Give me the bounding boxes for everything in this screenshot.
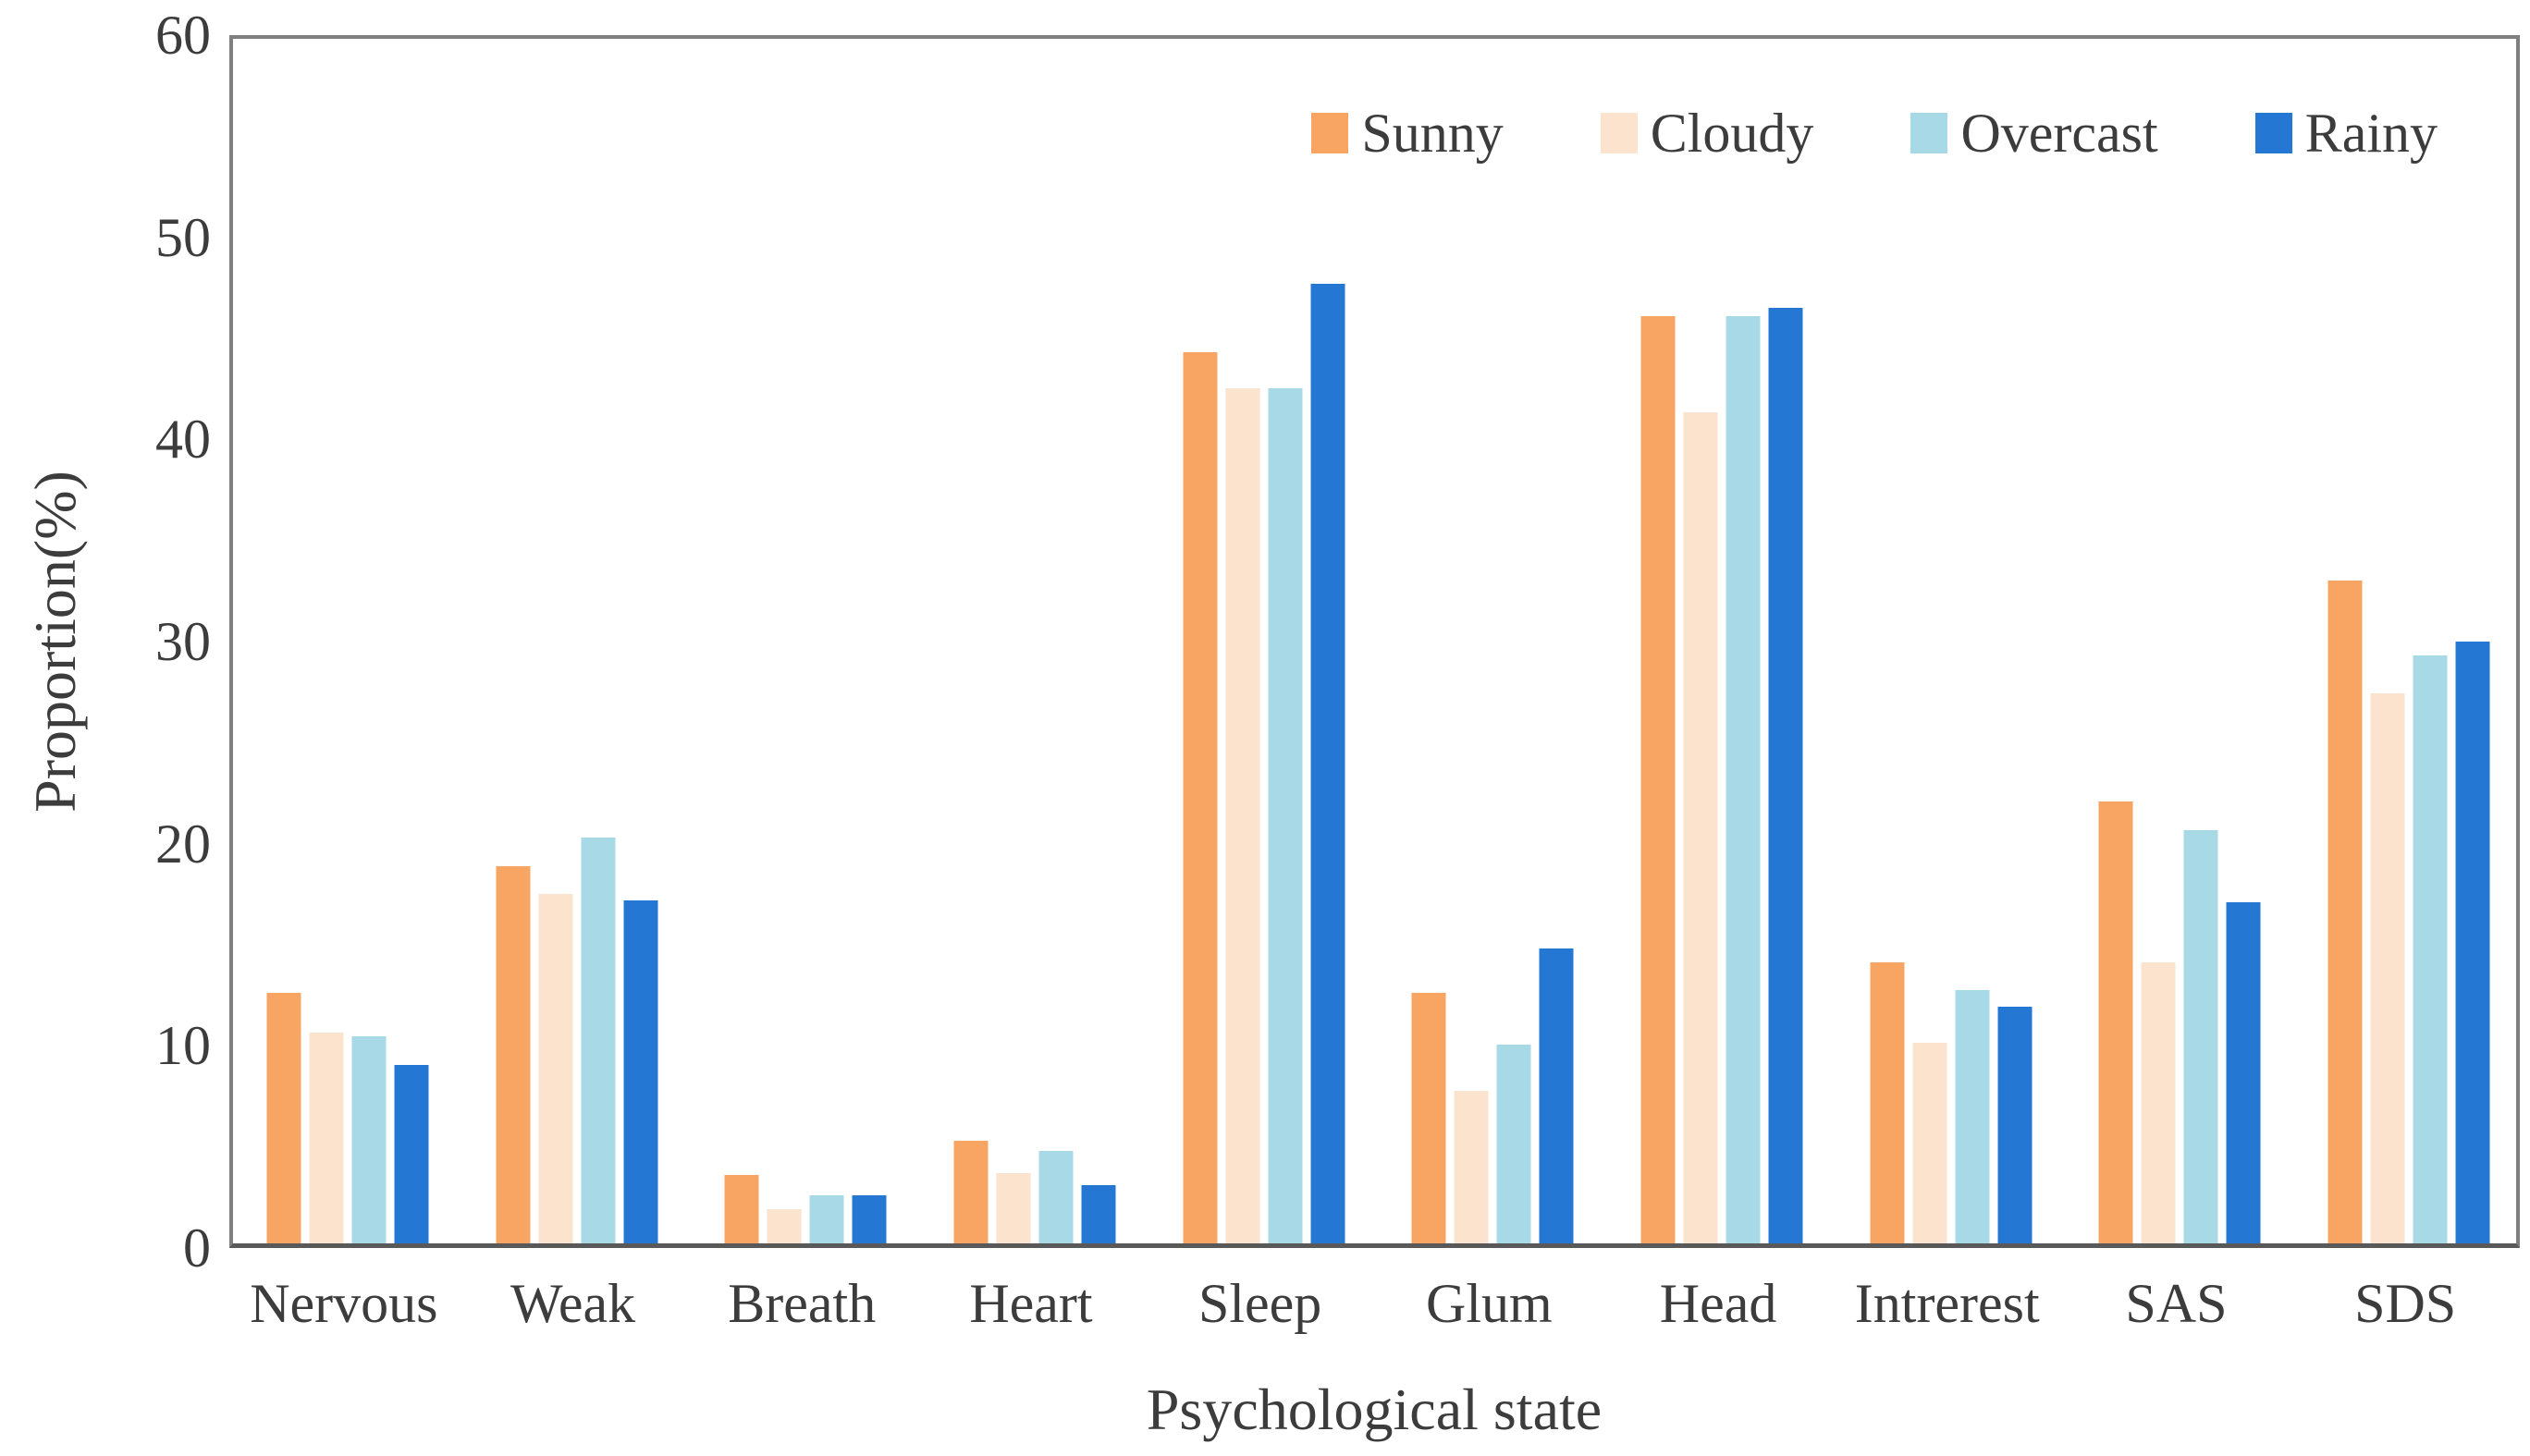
bar-cloudy-heart (996, 1173, 1031, 1243)
bar-rainy-head (1768, 308, 1803, 1243)
legend-label: Rainy (2304, 103, 2438, 164)
bar-sunny-sds (2327, 581, 2363, 1243)
bar-rainy-glum (1539, 948, 1574, 1243)
bar-overcast-nervous (351, 1036, 387, 1243)
legend-swatch-icon (1311, 113, 1349, 153)
legend-label: Cloudy (1650, 103, 1814, 164)
bar-rainy-sleep (1310, 283, 1345, 1243)
legend-swatch-icon (1910, 113, 1948, 153)
x-tick-label-breath: Breath (728, 1273, 877, 1334)
x-tick-label-intrerest: Intrerest (1854, 1273, 2040, 1334)
legend-item-cloudy: Cloudy (1600, 103, 1814, 164)
x-tick-label-weak: Weak (510, 1273, 636, 1334)
bar-group-sleep (1183, 283, 1345, 1243)
bar-group-head (1640, 308, 1803, 1243)
y-tick-label: 60 (155, 5, 211, 66)
bar-cloudy-breath (767, 1209, 802, 1243)
bar-cloudy-glum (1454, 1090, 1489, 1243)
bar-group-heart (953, 1141, 1116, 1243)
bar-sunny-glum (1411, 992, 1446, 1243)
bar-cloudy-sds (2370, 692, 2405, 1243)
plot-area: Sunny Cloudy Overcast Rainy (229, 35, 2520, 1248)
x-tick-label-heart: Heart (969, 1273, 1093, 1334)
bar-group-weak (496, 838, 658, 1243)
x-axis-title: Psychological state (1146, 1376, 1603, 1442)
legend-label: Overcast (1960, 103, 2158, 164)
y-tick-label: 50 (155, 206, 211, 268)
x-tick-label-glum: Glum (1426, 1273, 1553, 1334)
bar-cloudy-sleep (1225, 387, 1260, 1243)
y-tick-label: 10 (155, 1015, 211, 1077)
bar-sunny-head (1640, 315, 1676, 1243)
bar-sunny-sleep (1183, 351, 1218, 1243)
x-tick-label-head: Head (1659, 1273, 1777, 1334)
bar-overcast-heart (1038, 1151, 1074, 1243)
x-tick-label-nervous: Nervous (250, 1273, 438, 1334)
bar-rainy-breath (852, 1194, 887, 1243)
x-tick-label-sleep: Sleep (1197, 1273, 1322, 1334)
x-tick-label-sds: SDS (2354, 1273, 2457, 1334)
bar-overcast-sleep (1268, 387, 1303, 1243)
bar-overcast-sas (2183, 829, 2218, 1243)
bar-cloudy-head (1683, 411, 1718, 1243)
y-tick-label: 20 (155, 813, 211, 875)
bar-group-sas (2098, 801, 2261, 1243)
bar-overcast-head (1726, 315, 1761, 1243)
bar-overcast-sds (2413, 655, 2448, 1243)
legend: Sunny Cloudy Overcast Rainy (1311, 105, 2438, 161)
bar-group-nervous (266, 992, 429, 1243)
bar-group-sds (2327, 581, 2490, 1243)
bar-overcast-intrerest (1955, 990, 1990, 1243)
legend-swatch-icon (2254, 113, 2292, 153)
bar-rainy-sds (2455, 641, 2490, 1243)
legend-item-overcast: Overcast (1910, 103, 2158, 164)
bars-layer (233, 39, 2516, 1243)
bar-cloudy-sas (2141, 961, 2176, 1243)
legend-swatch-icon (1600, 113, 1638, 153)
bar-cloudy-nervous (309, 1032, 344, 1243)
bar-sunny-sas (2098, 801, 2133, 1243)
bar-overcast-glum (1496, 1045, 1531, 1243)
bar-sunny-heart (953, 1141, 989, 1243)
bar-sunny-breath (724, 1175, 759, 1243)
bar-group-glum (1411, 948, 1574, 1243)
x-tick-label-sas: SAS (2125, 1273, 2228, 1334)
bar-cloudy-intrerest (1912, 1042, 1947, 1243)
bar-overcast-weak (581, 838, 616, 1243)
bar-cloudy-weak (538, 894, 573, 1243)
bar-rainy-heart (1081, 1185, 1116, 1243)
bar-sunny-intrerest (1870, 961, 1905, 1243)
bar-rainy-sas (2226, 901, 2261, 1243)
bar-rainy-intrerest (1997, 1006, 2033, 1243)
bar-overcast-breath (809, 1194, 844, 1243)
bar-sunny-weak (496, 865, 531, 1243)
y-tick-label: 30 (155, 611, 211, 672)
bar-group-breath (724, 1175, 887, 1243)
bar-rainy-nervous (394, 1064, 429, 1243)
legend-item-rainy: Rainy (2254, 103, 2438, 164)
bar-group-intrerest (1870, 961, 2033, 1243)
bar-sunny-nervous (266, 992, 301, 1243)
legend-label: Sunny (1361, 103, 1504, 164)
y-tick-label: 0 (183, 1217, 211, 1279)
y-tick-label: 40 (155, 409, 211, 471)
legend-item-sunny: Sunny (1311, 103, 1504, 164)
bar-rainy-weak (623, 899, 658, 1243)
